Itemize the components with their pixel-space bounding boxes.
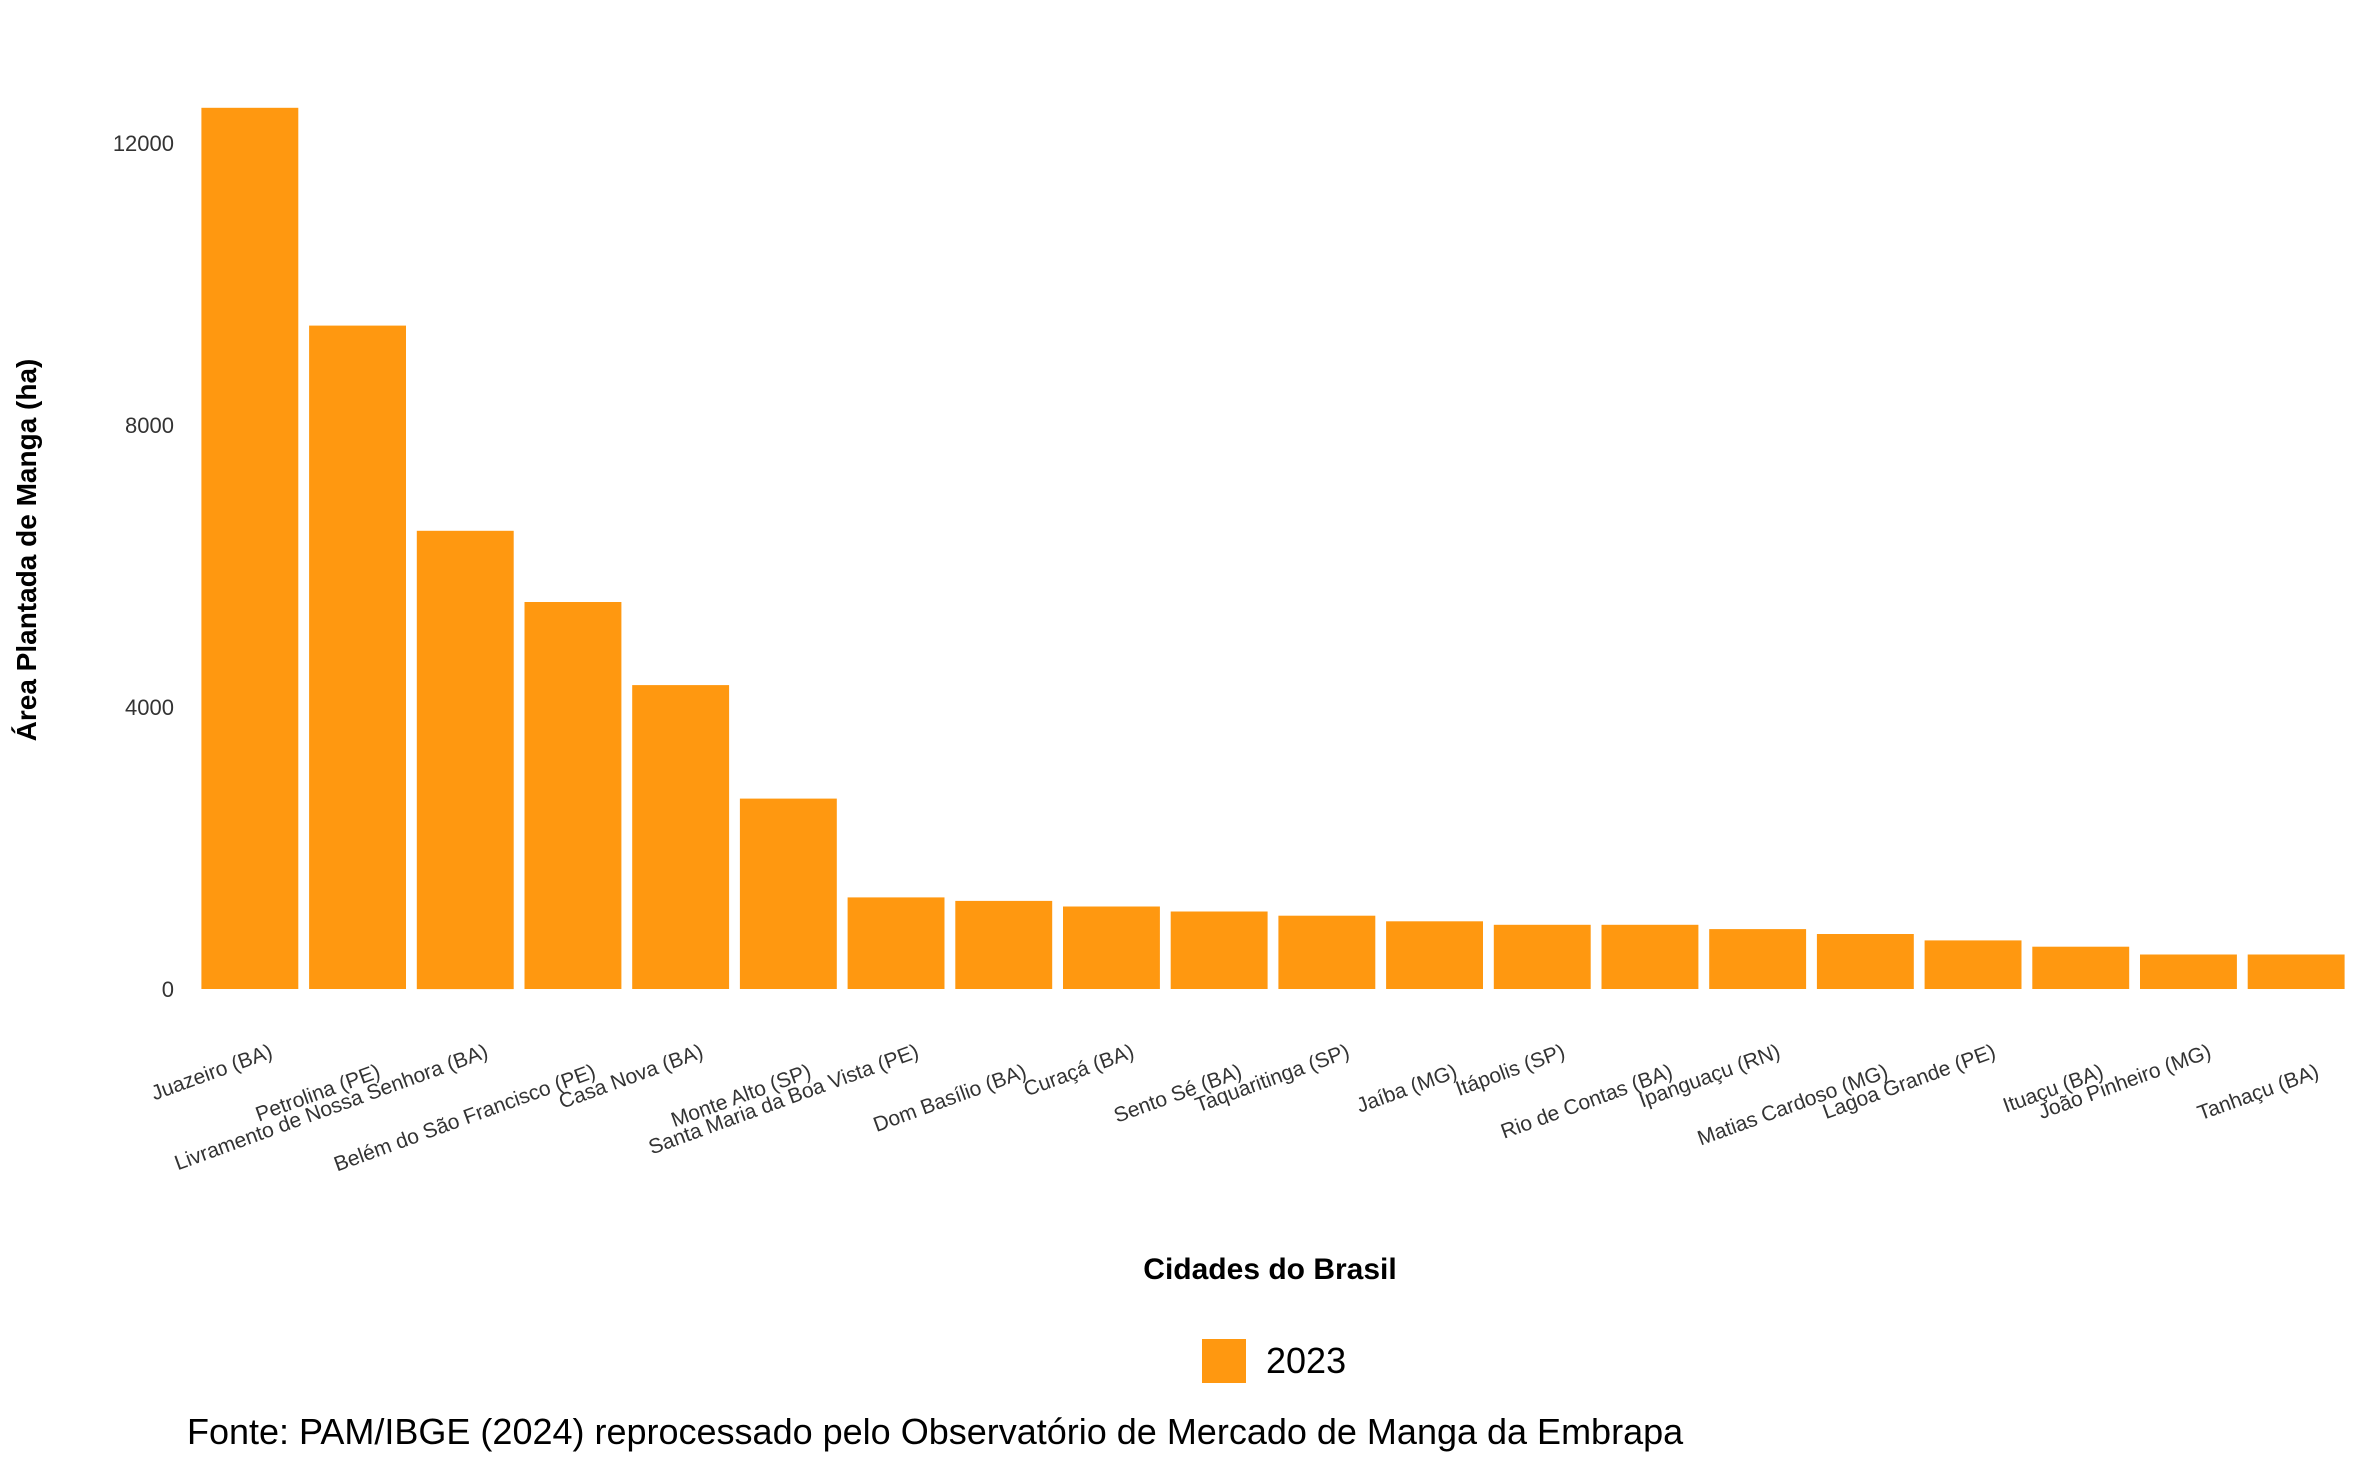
x-axis-title: Cidades do Brasil (1143, 1253, 1396, 1286)
y-tick-label: 0 (162, 977, 174, 1002)
source-note: Fonte: PAM/IBGE (2024) reprocessado pelo… (187, 1411, 1684, 1452)
y-axis-title: Área Plantada de Manga (ha) (11, 359, 42, 742)
bar-11 (1278, 915, 1376, 989)
y-tick-label: 12000 (113, 131, 174, 156)
x-tick-label: Jaíba (MG) (1354, 1060, 1461, 1118)
bar-7 (847, 897, 945, 989)
bar-19 (2140, 954, 2237, 989)
bar-17 (1924, 940, 2022, 989)
bar-4 (524, 602, 622, 989)
bar-13 (1493, 924, 1591, 989)
bar-6 (739, 798, 837, 989)
y-axis-ticks: 0 4000 8000 12000 (113, 131, 174, 1002)
bar-12 (1386, 921, 1483, 989)
bar-20 (2247, 954, 2345, 989)
bar-9 (1063, 906, 1160, 989)
bar-18 (2032, 946, 2130, 989)
bar-1 (201, 107, 299, 990)
x-tick-label: Itápolis (SP) (1453, 1040, 1568, 1101)
x-tick-label: Tanhaçu (BA) (2194, 1060, 2321, 1125)
bars-group (201, 107, 2345, 990)
x-axis-ticks: Juazeiro (BA)Petrolina (PE)Livramento de… (148, 1040, 2322, 1176)
bar-3 (416, 530, 514, 990)
x-tick-label: Juazeiro (BA) (148, 1040, 275, 1105)
legend-swatch (1202, 1339, 1246, 1383)
bar-2 (309, 325, 406, 990)
y-tick-label: 4000 (125, 695, 174, 720)
bar-16 (1816, 934, 1914, 989)
y-tick-label: 8000 (125, 413, 174, 438)
bar-8 (955, 900, 1053, 989)
bar-5 (632, 685, 730, 989)
bar-15 (1709, 929, 1807, 989)
x-tick-label: Curaçá (BA) (1021, 1040, 1137, 1101)
bar-14 (1601, 924, 1699, 989)
legend: 2023 (1202, 1339, 1346, 1383)
legend-label: 2023 (1266, 1340, 1346, 1381)
bar-10 (1170, 911, 1268, 989)
